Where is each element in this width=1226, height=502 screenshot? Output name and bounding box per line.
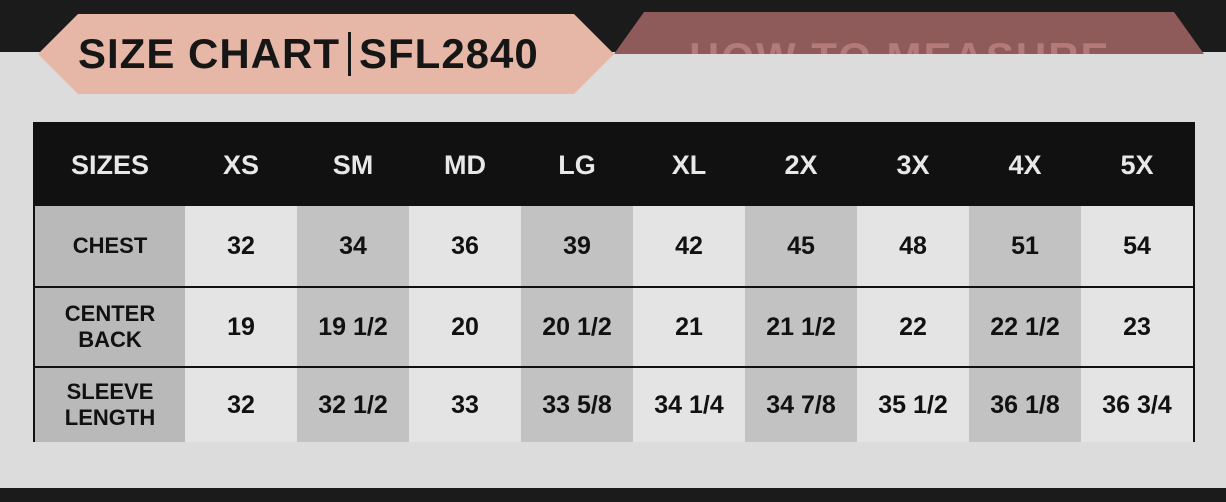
column-header: XL [633, 124, 745, 206]
column-header: 5X [1081, 124, 1193, 206]
column-header: SM [297, 124, 409, 206]
size-value: 36 1/8 [969, 366, 1081, 442]
title-tab: SIZE CHART SFL2840 [38, 14, 614, 94]
size-value: 45 [745, 206, 857, 286]
size-value: 39 [521, 206, 633, 286]
size-value: 22 1/2 [969, 286, 1081, 366]
size-value: 19 1/2 [297, 286, 409, 366]
measure-tab[interactable]: HOW TO MEASURE [614, 12, 1204, 54]
product-code: SFL2840 [359, 30, 539, 77]
size-value: 34 7/8 [745, 366, 857, 442]
size-value: 21 [633, 286, 745, 366]
size-value: 20 1/2 [521, 286, 633, 366]
size-value: 33 [409, 366, 521, 442]
row-label: CENTER BACK [35, 286, 185, 366]
size-value: 34 [297, 206, 409, 286]
size-value: 32 [185, 206, 297, 286]
size-value: 34 1/4 [633, 366, 745, 442]
column-header: SIZES [35, 124, 185, 206]
size-value: 21 1/2 [745, 286, 857, 366]
size-value: 33 5/8 [521, 366, 633, 442]
column-header: 3X [857, 124, 969, 206]
row-label: CHEST [35, 206, 185, 286]
row-label: SLEEVE LENGTH [35, 366, 185, 442]
size-value: 19 [185, 286, 297, 366]
size-value: 36 3/4 [1081, 366, 1193, 442]
column-header: MD [409, 124, 521, 206]
size-value: 22 [857, 286, 969, 366]
size-value: 32 1/2 [297, 366, 409, 442]
size-table: SIZES XS SM MD LG XL 2X 3X 4X 5X CHEST 32 34 36 39 42 45… [33, 122, 1195, 442]
size-value: 32 [185, 366, 297, 442]
separator [348, 32, 351, 76]
measure-tab-label: HOW TO MEASURE [689, 34, 1111, 54]
size-value: 23 [1081, 286, 1193, 366]
column-header: 2X [745, 124, 857, 206]
size-value: 36 [409, 206, 521, 286]
column-header: XS [185, 124, 297, 206]
column-header: 4X [969, 124, 1081, 206]
size-value: 20 [409, 286, 521, 366]
title: SIZE CHART [78, 30, 340, 77]
size-value: 35 1/2 [857, 366, 969, 442]
size-value: 54 [1081, 206, 1193, 286]
column-header: LG [521, 124, 633, 206]
size-value: 51 [969, 206, 1081, 286]
size-value: 48 [857, 206, 969, 286]
size-value: 42 [633, 206, 745, 286]
